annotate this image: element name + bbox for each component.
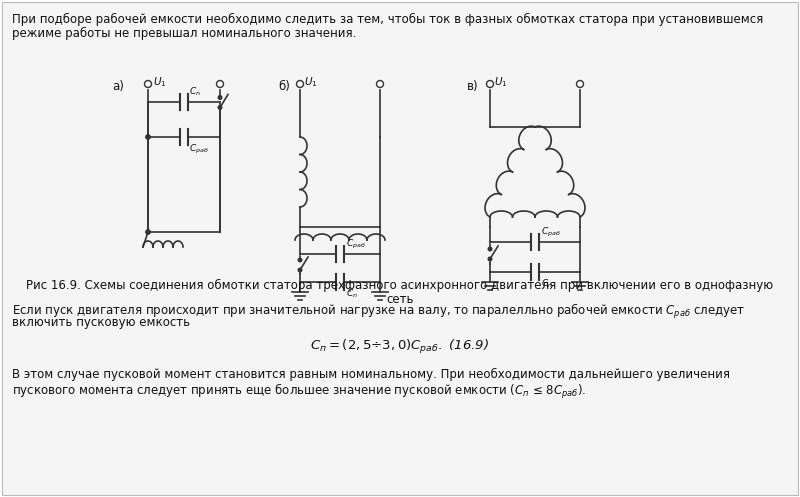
Text: $C_{раб}$: $C_{раб}$ — [346, 238, 366, 251]
Text: пускового момента следует принять еще большее значение пусковой емкости ($C_п$ ≤: пускового момента следует принять еще бо… — [12, 382, 586, 401]
Text: $C_n$: $C_n$ — [189, 85, 201, 98]
Text: в): в) — [467, 80, 478, 93]
Text: $C_п = (2,5÷3,0)C_{раб}.$ (16.9): $C_п = (2,5÷3,0)C_{раб}.$ (16.9) — [310, 338, 490, 356]
Text: В этом случае пусковой момент становится равным номинальному. При необходимости : В этом случае пусковой момент становится… — [12, 368, 730, 381]
Circle shape — [488, 257, 492, 261]
Text: б): б) — [278, 80, 290, 93]
Circle shape — [146, 135, 150, 139]
Text: Если пуск двигателя происходит при значительной нагрузке на валу, то паралелльно: Если пуск двигателя происходит при значи… — [12, 302, 746, 321]
Text: $U_1$: $U_1$ — [304, 75, 318, 89]
Text: включить пусковую емкость: включить пусковую емкость — [12, 316, 190, 329]
Text: режиме работы не превышал номинального значения.: режиме работы не превышал номинального з… — [12, 27, 356, 40]
Text: $C_n$: $C_n$ — [541, 278, 553, 291]
Circle shape — [146, 230, 150, 234]
Circle shape — [298, 268, 302, 272]
Circle shape — [218, 106, 222, 109]
Text: Рис 16.9. Схемы соединения обмотки статора трехфазного асинхронного двигателя пр: Рис 16.9. Схемы соединения обмотки стато… — [26, 279, 774, 292]
Text: $C_n$: $C_n$ — [346, 288, 358, 301]
Text: При подборе рабочей емкости необходимо следить за тем, чтобы ток в фазных обмотк: При подборе рабочей емкости необходимо с… — [12, 13, 763, 26]
Circle shape — [298, 258, 302, 262]
Circle shape — [488, 247, 492, 251]
Text: $C_{раб}$: $C_{раб}$ — [189, 143, 209, 156]
Text: а): а) — [112, 80, 124, 93]
Text: $C_{раб}$: $C_{раб}$ — [541, 226, 561, 239]
Text: $U_1$: $U_1$ — [494, 75, 507, 89]
Text: $U_1$: $U_1$ — [153, 75, 166, 89]
Text: сеть: сеть — [386, 293, 414, 306]
Circle shape — [218, 96, 222, 99]
